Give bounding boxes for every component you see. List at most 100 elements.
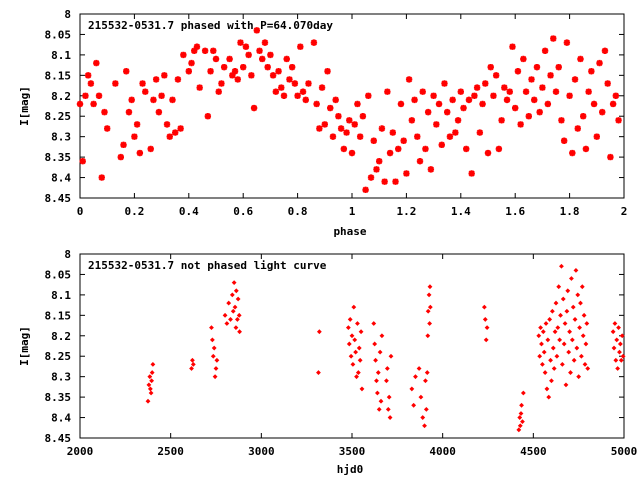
unphased-data-point [579, 284, 585, 290]
phased-data-point [275, 68, 282, 75]
unphased-data-point [378, 398, 384, 404]
unphased-data-point [222, 312, 228, 318]
unphased-data-point [427, 304, 433, 310]
phased-data-point [294, 92, 301, 99]
unphased-data-point [418, 394, 424, 400]
phased-data-point [525, 113, 532, 120]
unphased-data-point [520, 419, 525, 425]
unphased-data-point [563, 382, 569, 388]
phased-data-point [604, 80, 611, 87]
phased-data-point [237, 39, 244, 46]
unphased-data-point [612, 321, 618, 326]
phased-y-tick-label: 8.05 [45, 28, 72, 41]
unphased-y-tick-label: 8.35 [45, 391, 72, 404]
unphased-data-point [384, 378, 389, 384]
unphased-data-point [416, 366, 422, 371]
phased-data-point [514, 68, 522, 75]
phased-data-point [356, 133, 364, 140]
phased-data-point [560, 137, 568, 144]
phased-data-point [612, 92, 620, 99]
phased-data-point [161, 72, 168, 79]
phased-data-point [112, 80, 119, 87]
phased-data-point [283, 55, 290, 63]
unphased-data-point [551, 366, 557, 371]
unphased-data-point [619, 333, 625, 339]
unphased-data-point [226, 300, 232, 306]
phased-y-axis-label: I[mag] [18, 86, 31, 126]
phased-data-point [261, 39, 269, 46]
unphased-data-point [384, 366, 390, 371]
unphased-data-point [147, 374, 153, 380]
phased-axis-ticks: 0 0.2 0.4 0.6 0.8 1 1.2 1.4 1.6 1.8 2 8 8.05 8.1 8.15 8… [45, 8, 628, 218]
unphased-data-point [386, 394, 392, 400]
unphased-data-point [356, 345, 362, 351]
phased-data-point [166, 133, 173, 140]
phased-data-point [169, 96, 176, 104]
phased-data-point [351, 121, 358, 128]
phased-data-point [476, 129, 484, 136]
phased-data-point [139, 80, 146, 87]
unphased-data-point [413, 374, 418, 380]
phased-data-point [93, 59, 100, 67]
unphased-x-tick-label: 3000 [248, 445, 275, 458]
phased-plot-frame [79, 13, 625, 199]
phased-data-point [180, 51, 187, 59]
unphased-data-point [371, 321, 377, 326]
unphased-data-point [427, 284, 433, 290]
unphased-data-point [552, 329, 558, 335]
phased-data-point [297, 43, 304, 50]
phased-data-point [196, 84, 203, 91]
unphased-data-point [578, 300, 583, 306]
unphased-data-point [520, 390, 526, 396]
phased-data-point [365, 92, 372, 99]
unphased-data-point [388, 353, 394, 359]
phased-x-axis-label: phase [333, 225, 366, 238]
unphased-data-point [583, 341, 589, 347]
phased-data-point [416, 158, 424, 165]
phased-data-point [117, 153, 124, 161]
unphased-data-point [569, 276, 574, 281]
unphased-y-tick-label: 8.25 [45, 350, 72, 363]
unphased-data-point [540, 329, 546, 335]
unphased-data-point [519, 402, 524, 408]
unphased-plot-frame [79, 253, 625, 439]
unphased-data-point [611, 345, 617, 351]
unphased-data-point [374, 378, 379, 384]
unphased-data-point [543, 321, 549, 326]
unphased-data-point [556, 284, 562, 290]
phased-data-point [506, 88, 513, 95]
phased-data-point [615, 117, 622, 124]
phased-data-point [158, 92, 165, 99]
phased-data-point [482, 80, 489, 87]
phased-data-point [220, 63, 228, 71]
phased-data-point [381, 178, 388, 185]
phased-data-point [343, 129, 350, 136]
unphased-data-point [482, 317, 488, 322]
unphased-data-point [567, 329, 572, 335]
unphased-data-point [571, 357, 577, 363]
unphased-data-point [538, 325, 543, 330]
unphased-data-point [542, 370, 548, 375]
unphased-data-point [209, 325, 214, 330]
phased-data-point [248, 72, 255, 79]
phased-data-point [405, 76, 413, 83]
phased-data-point [541, 47, 549, 54]
phased-data-point [433, 121, 440, 128]
phased-data-point [468, 170, 475, 177]
unphased-data-point [235, 296, 241, 302]
phased-data-point [123, 68, 130, 75]
phased-data-point [269, 72, 277, 79]
phased-data-point [544, 100, 552, 108]
unphased-axis-ticks: 2000 2500 3000 3500 4000 4500 5000 8 8.05 8.1 8.15… [45, 248, 638, 458]
phased-data-point [133, 121, 141, 128]
unphased-y-tick-label: 8.4 [51, 412, 71, 425]
phased-data-point [558, 117, 565, 124]
unphased-data-point [566, 349, 572, 355]
phased-y-tick-label: 8.4 [51, 172, 71, 185]
unphased-data-point [372, 341, 378, 347]
phased-data-point [101, 108, 108, 116]
phased-data-point [422, 145, 429, 153]
phased-data-point [335, 113, 342, 120]
unphased-data-point [536, 333, 542, 339]
phased-data-point [449, 96, 456, 104]
